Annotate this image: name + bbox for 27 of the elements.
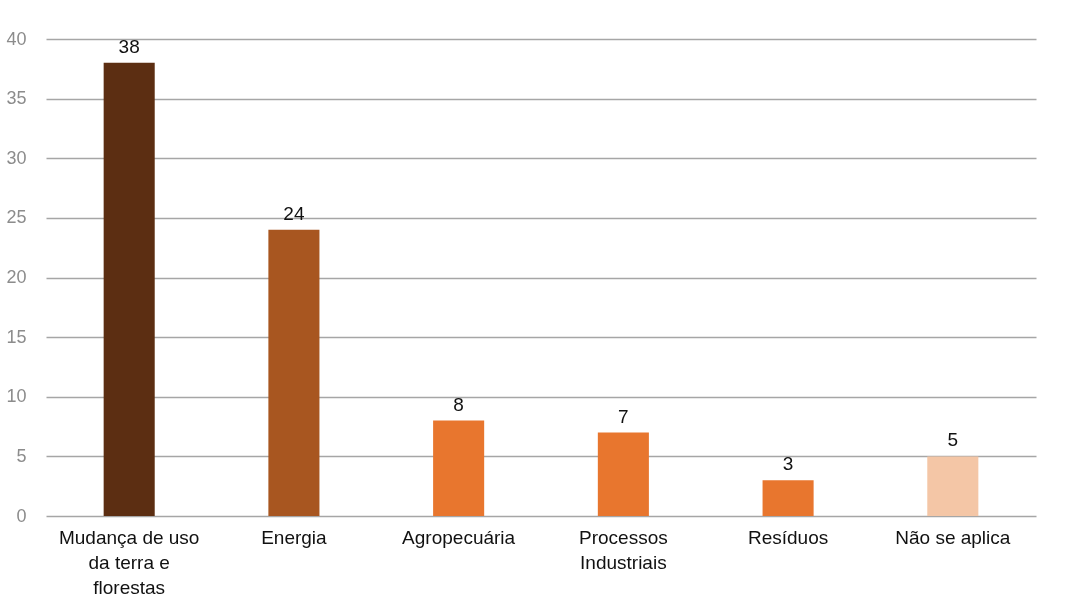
y-tick-label: 5 (16, 445, 27, 466)
bar (762, 480, 814, 516)
y-tick-label: 20 (6, 267, 27, 287)
x-tick-label: Processos Industriais (579, 526, 668, 573)
x-tick-label: Energia (261, 526, 328, 548)
x-tick-label: Não se aplica (895, 526, 1011, 548)
data-label: 8 (453, 393, 464, 415)
y-tick-label: 25 (6, 207, 27, 228)
data-label: 7 (618, 405, 629, 427)
bar (927, 456, 979, 516)
data-label: 3 (782, 453, 794, 475)
y-tick-label: 40 (6, 28, 27, 49)
bar (268, 229, 320, 516)
x-tick-label: Agropecuária (402, 526, 516, 548)
y-tick-label: 10 (6, 386, 27, 407)
y-tick-label: 30 (6, 147, 27, 168)
data-label: 5 (947, 429, 959, 451)
bar (597, 432, 649, 516)
y-tick-label: 35 (6, 88, 27, 109)
x-tick-label: Mudança de uso da terra e florestas (58, 526, 200, 598)
y-tick-label: 0 (16, 505, 27, 526)
data-label: 38 (118, 35, 140, 57)
bar (103, 62, 155, 516)
data-label: 24 (283, 202, 305, 224)
bar (433, 420, 485, 516)
x-tick-label: Resíduos (747, 526, 829, 548)
y-tick-label: 15 (6, 326, 27, 347)
